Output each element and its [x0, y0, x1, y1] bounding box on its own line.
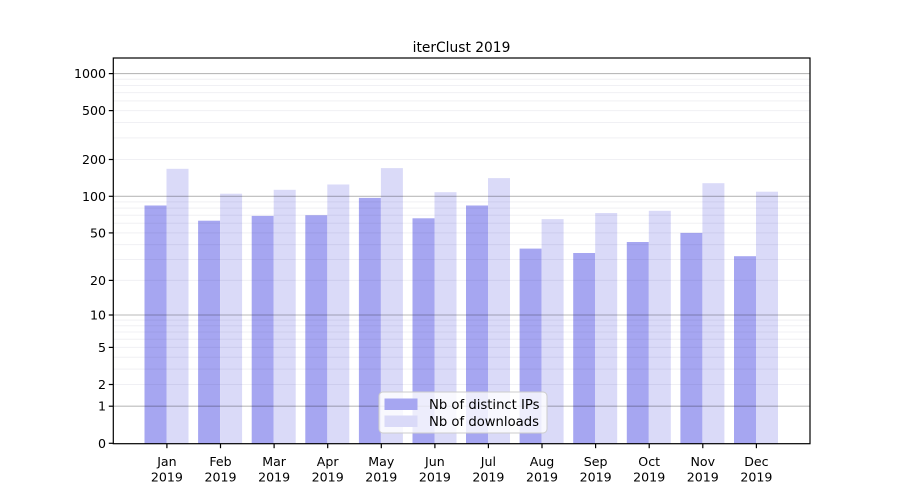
chart-title: iterClust 2019 [413, 40, 511, 56]
x-axis-tick-label: Nov [691, 454, 716, 469]
plot-frame [112, 57, 811, 445]
bar-nb-of-downloads-sep-2019 [595, 213, 618, 444]
bar-nb-of-distinct-ips-jul-2019 [466, 205, 488, 444]
legend-box [378, 391, 548, 434]
x-axis-tick-label: 2019 [312, 470, 344, 485]
x-axis-tick-label: 2019 [580, 470, 612, 485]
grid-layer [113, 73, 810, 407]
bar-nb-of-downloads-feb-2019 [220, 193, 243, 444]
bar-nb-of-distinct-ips-apr-2019 [305, 215, 328, 444]
x-axis-tick-label: Oct [638, 454, 660, 469]
bar-nb-of-downloads-may-2019 [380, 168, 403, 444]
x-axis-tick-label: 2019 [258, 470, 290, 485]
bar-nb-of-downloads-jan-2019 [166, 168, 189, 444]
bar-nb-of-distinct-ips-sep-2019 [573, 253, 596, 444]
bar-nb-of-distinct-ips-dec-2019 [734, 256, 756, 444]
legend-swatch-downloads-icon [384, 415, 418, 427]
legend-label-downloads: Nb of downloads [429, 415, 539, 430]
bar-nb-of-downloads-aug-2019 [541, 219, 564, 444]
x-axis-tick-label: 2019 [740, 470, 772, 485]
x-axis-tick-label: Dec [744, 454, 768, 469]
x-axis-tick-label: 2019 [633, 470, 665, 485]
x-axis-tick-label: Apr [317, 454, 340, 469]
bar-nb-of-downloads-oct-2019 [648, 210, 671, 444]
y-axis-tick-label: 200 [82, 152, 106, 167]
x-axis-tick-label: 2019 [151, 470, 183, 485]
ticks-layer [108, 72, 758, 449]
legend-label-distinct-ips: Nb of distinct IPs [429, 398, 540, 413]
y-axis-tick-label: 2 [98, 377, 106, 392]
x-axis-tick-label: Jun [424, 454, 445, 469]
bar-nb-of-downloads-mar-2019 [273, 189, 296, 444]
x-axis-tick-label: Jul [480, 454, 496, 469]
x-axis-tick-label: Jan [156, 454, 176, 469]
bar-nb-of-distinct-ips-may-2019 [358, 197, 381, 444]
y-axis-tick-label: 5 [98, 340, 106, 355]
x-axis-tick-label: May [368, 454, 395, 469]
bar-nb-of-downloads-apr-2019 [327, 184, 350, 444]
x-axis-tick-label: Mar [262, 454, 287, 469]
legend: Nb of distinct IPs Nb of downloads [378, 391, 548, 434]
bar-nb-of-downloads-dec-2019 [756, 191, 778, 444]
bar-nb-of-downloads-jun-2019 [434, 192, 457, 444]
x-axis-tick-label: 2019 [526, 470, 558, 485]
bar-nb-of-distinct-ips-mar-2019 [251, 215, 274, 444]
x-axis-tick-label: 2019 [204, 470, 236, 485]
x-axis-tick-label: 2019 [419, 470, 451, 485]
y-axis-tick-label: 0 [98, 436, 106, 451]
y-axis-tick-label: 100 [82, 189, 106, 204]
y-axis-tick-label: 50 [90, 225, 106, 240]
y-axis-tick-label: 20 [90, 273, 106, 288]
x-axis-tick-label: 2019 [687, 470, 719, 485]
bar-nb-of-distinct-ips-nov-2019 [680, 232, 703, 444]
x-axis-tick-label: 2019 [365, 470, 397, 485]
y-axis-tick-label: 1000 [74, 66, 106, 81]
x-axis-tick-label: Feb [209, 454, 231, 469]
bar-nb-of-downloads-nov-2019 [702, 183, 725, 444]
bar-nb-of-distinct-ips-oct-2019 [626, 242, 649, 444]
x-axis-tick-label: Sep [584, 454, 608, 469]
y-axis-tick-label: 10 [90, 308, 106, 323]
y-axis-tick-label: 500 [82, 103, 106, 118]
labels-layer: 01251020501002005001000Jan2019Feb2019Mar… [74, 66, 772, 484]
legend-swatch-distinct-ips-icon [384, 398, 418, 410]
x-axis-tick-label: Aug [530, 454, 555, 469]
bar-nb-of-distinct-ips-jun-2019 [412, 218, 435, 444]
bar-nb-of-downloads-jul-2019 [488, 178, 510, 444]
bar-nb-of-distinct-ips-jan-2019 [144, 205, 167, 444]
bar-nb-of-distinct-ips-feb-2019 [198, 220, 221, 444]
x-axis-tick-label: 2019 [472, 470, 504, 485]
y-axis-tick-label: 1 [98, 399, 106, 414]
